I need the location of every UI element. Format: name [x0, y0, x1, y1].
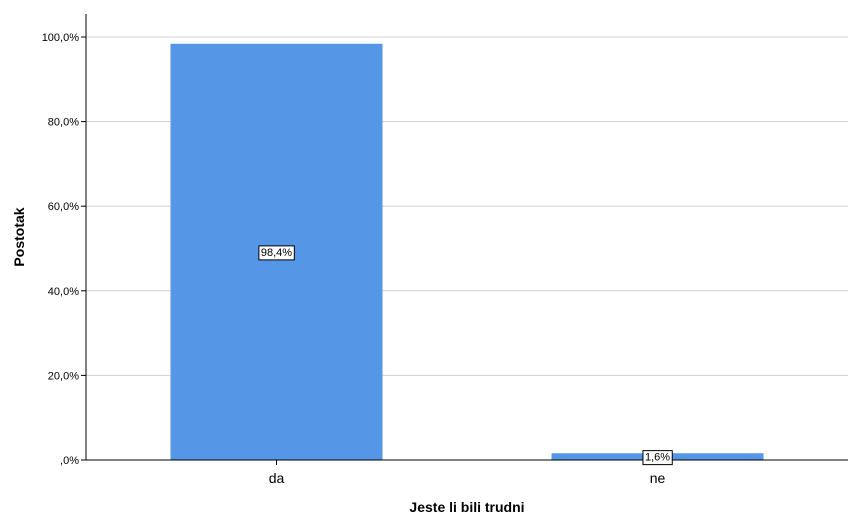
data-labels: 98,4% 1,6% [258, 245, 673, 466]
data-label-text: 1,6% [645, 452, 670, 464]
x-tick-label: da [269, 470, 285, 486]
y-axis-title: Postotak [11, 207, 27, 266]
y-tick-label: 100,0% [42, 32, 80, 44]
y-tick-label: 60,0% [48, 201, 79, 213]
data-label-text: 98,4% [261, 247, 292, 259]
y-tick-label: 20,0% [48, 370, 79, 382]
y-axis-ticks: ,0% 20,0% 40,0% 60,0% 80,0% 100,0% [42, 32, 86, 467]
data-label-da: 98,4% [258, 245, 295, 261]
x-axis-title: Jeste li bili trudni [409, 499, 524, 515]
data-label-box [642, 450, 673, 466]
data-label-box [258, 245, 295, 261]
data-label-ne: 1,6% [642, 450, 673, 466]
x-tick-label: ne [650, 470, 666, 486]
y-tick-label: 40,0% [48, 286, 79, 298]
x-axis-ticks: da ne [269, 460, 666, 486]
y-tick-label: ,0% [60, 455, 79, 467]
y-tick-label: 80,0% [48, 117, 79, 129]
